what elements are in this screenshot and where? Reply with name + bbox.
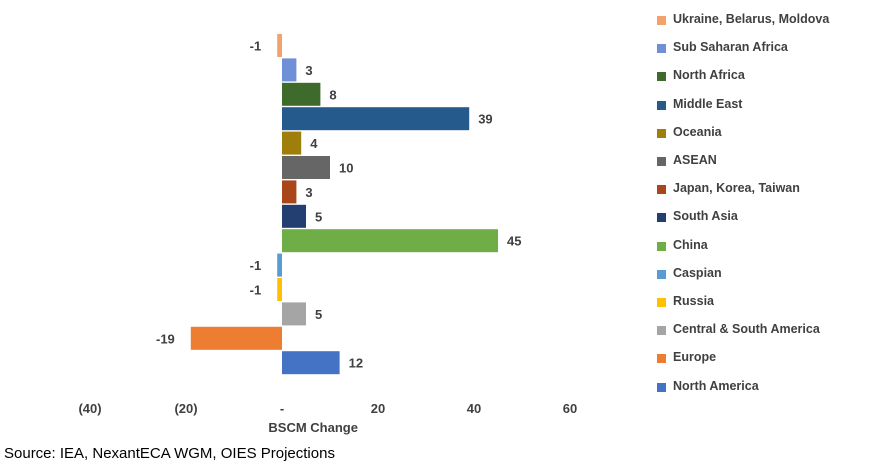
legend-swatch bbox=[657, 354, 666, 364]
bar-value-label: 4 bbox=[310, 136, 318, 151]
legend-item: Middle East bbox=[657, 97, 867, 112]
bar-value-label: -1 bbox=[250, 283, 262, 298]
legend-swatch bbox=[657, 298, 666, 307]
legend-swatch bbox=[657, 16, 666, 25]
legend-label: ASEAN bbox=[673, 153, 717, 167]
bar bbox=[282, 204, 306, 228]
legend-swatch bbox=[657, 128, 666, 138]
bar-value-label: 3 bbox=[305, 63, 312, 78]
legend-label: North Africa bbox=[673, 68, 745, 83]
bars-group bbox=[190, 34, 498, 375]
bar bbox=[282, 131, 302, 155]
bar-value-label: -19 bbox=[156, 331, 175, 346]
legend-swatch bbox=[657, 185, 666, 195]
legend-label: Central & South America bbox=[673, 322, 820, 337]
legend-swatch bbox=[657, 241, 666, 251]
bar-value-label: 5 bbox=[315, 209, 322, 224]
legend-item: Japan, Korea, Taiwan bbox=[657, 181, 867, 196]
bar-value-label: -1 bbox=[250, 258, 262, 273]
bar bbox=[190, 326, 282, 350]
legend-label: China bbox=[673, 237, 708, 252]
source-note: Source: IEA, NexantECA WGM, OIES Project… bbox=[4, 445, 335, 462]
legend-swatch bbox=[657, 72, 666, 82]
legend-label: Japan, Korea, Taiwan bbox=[673, 181, 800, 196]
bar bbox=[282, 82, 321, 106]
legend-item: South Asia bbox=[657, 209, 867, 224]
bar-value-label: 3 bbox=[305, 185, 312, 200]
bar bbox=[282, 229, 498, 253]
legend-label: South Asia bbox=[673, 209, 738, 224]
bar bbox=[282, 351, 340, 375]
legend-item: ASEAN bbox=[657, 153, 867, 168]
x-tick-label: 40 bbox=[467, 401, 481, 416]
legend-item: Oceania bbox=[657, 125, 867, 140]
legend-swatch bbox=[657, 100, 666, 110]
legend-label: Russia bbox=[673, 294, 714, 308]
legend-swatch bbox=[657, 326, 666, 336]
bar-value-label: 45 bbox=[507, 234, 521, 249]
legend-item: Central & South America bbox=[657, 322, 867, 337]
legend-label: Middle East bbox=[673, 96, 743, 111]
legend-label: Caspian bbox=[673, 265, 722, 280]
x-axis-ticks: (40) (20) - 20 40 60 bbox=[78, 401, 577, 416]
x-tick-label: (20) bbox=[174, 401, 197, 416]
bar bbox=[282, 58, 297, 82]
bar-value-label: 5 bbox=[315, 307, 322, 322]
bar-value-label: 39 bbox=[478, 112, 492, 127]
bar bbox=[282, 302, 306, 326]
bar bbox=[282, 156, 330, 179]
x-tick-label: 20 bbox=[371, 401, 385, 416]
bar-value-label: 10 bbox=[339, 161, 353, 176]
bar-value-label: 8 bbox=[329, 87, 336, 102]
legend-item: Europe bbox=[657, 350, 867, 365]
legend-item: Caspian bbox=[657, 266, 867, 281]
legend-item: Ukraine, Belarus, Moldova bbox=[657, 12, 867, 27]
legend-swatch bbox=[657, 213, 666, 223]
legend-swatch bbox=[657, 157, 666, 166]
x-tick-label: - bbox=[280, 401, 284, 416]
legend-label: Europe bbox=[673, 350, 717, 365]
legend-swatch bbox=[657, 269, 666, 279]
bar bbox=[277, 253, 282, 277]
legend-swatch bbox=[657, 44, 666, 54]
legend-item: North Africa bbox=[657, 68, 867, 83]
bar-value-label: 12 bbox=[349, 356, 363, 371]
legend-item: Sub Saharan Africa bbox=[657, 40, 867, 55]
legend-label: Ukraine, Belarus, Moldova bbox=[673, 12, 830, 26]
legend-swatch bbox=[657, 382, 666, 392]
legend-item: North America bbox=[657, 379, 867, 394]
legend-item: Russia bbox=[657, 294, 867, 309]
bar-value-label: -1 bbox=[250, 39, 262, 54]
bar bbox=[282, 107, 470, 131]
legend-label: North America bbox=[673, 378, 759, 393]
legend-label: Oceania bbox=[673, 124, 722, 139]
legend-item: China bbox=[657, 238, 867, 253]
legend-label: Sub Saharan Africa bbox=[673, 40, 788, 55]
x-axis-title: BSCM Change bbox=[268, 420, 358, 435]
bar bbox=[277, 278, 282, 301]
bar bbox=[277, 34, 282, 57]
x-tick-label: (40) bbox=[78, 401, 101, 416]
x-tick-label: 60 bbox=[563, 401, 577, 416]
bar bbox=[282, 180, 297, 204]
